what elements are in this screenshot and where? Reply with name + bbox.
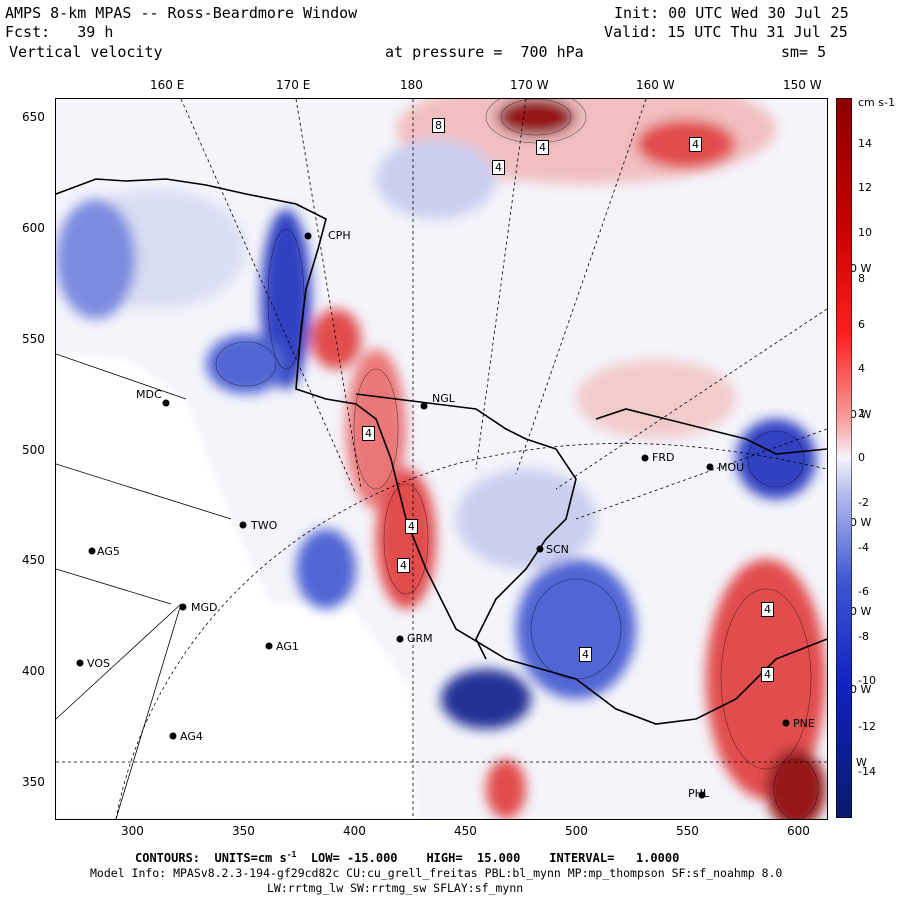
- station-label: MOU: [718, 461, 745, 474]
- x-tick-label: 400: [343, 824, 366, 838]
- units-exp: -1: [286, 850, 297, 859]
- station-label: PHL: [688, 787, 710, 800]
- contour-label: 4: [362, 426, 375, 441]
- colorbar-label: 0: [858, 451, 865, 464]
- pressure-level: at pressure = 700 hPa: [385, 43, 584, 61]
- colorbar-label: -14: [858, 765, 876, 778]
- colorbar-label: 2: [858, 407, 865, 420]
- map-plot: CPH MDC NGL FRD MOU TWO AG5 MGD AG1 VOS …: [55, 98, 828, 820]
- colorbar-label: -10: [858, 674, 876, 687]
- x-tick-label: 500: [565, 824, 588, 838]
- forecast-hour: Fcst: 39 h: [5, 23, 114, 41]
- model-info-2: LW:rrtmg_lw SW:rrtmg_sw SFLAY:sf_mynn: [267, 881, 524, 895]
- colorbar-label: -8: [858, 630, 869, 643]
- station-label: VOS: [87, 657, 110, 670]
- colorbar: [836, 98, 852, 818]
- colorbar-label: 14: [858, 137, 872, 150]
- station-label: AG4: [180, 730, 203, 743]
- contour-label: 4: [397, 558, 410, 573]
- high-value: HIGH= 15.000: [426, 851, 521, 865]
- station-label: PNE: [793, 717, 815, 730]
- colorbar-label: 4: [858, 362, 865, 375]
- contours-label: CONTOURS:: [135, 851, 201, 865]
- colorbar-label: 10: [858, 226, 872, 239]
- lon-tick: 160 W: [636, 78, 675, 92]
- colorbar-label: 6: [858, 318, 865, 331]
- colorbar-units-text: cm s-1: [858, 96, 895, 109]
- y-tick-label: 350: [22, 775, 45, 789]
- station-label: SCN: [546, 543, 569, 556]
- station-label: MGD: [191, 601, 218, 614]
- colorbar-label: -6: [858, 585, 869, 598]
- contour-label: 4: [492, 160, 505, 175]
- station-label: NGL: [432, 392, 455, 405]
- contour-label: 4: [536, 140, 549, 155]
- contour-label: 8: [432, 118, 445, 133]
- lon-tick: 170 E: [276, 78, 311, 92]
- y-tick-label: 550: [22, 332, 45, 346]
- contour-label: 4: [761, 667, 774, 682]
- colorbar-label: 12: [858, 181, 872, 194]
- lon-tick: 150 W: [783, 78, 822, 92]
- station-label: CPH: [328, 229, 351, 242]
- contour-label: 4: [689, 137, 702, 152]
- low-value: LOW= -15.000: [310, 851, 398, 865]
- lon-tick: 170 W: [510, 78, 549, 92]
- units-label: UNITS=cm s: [214, 851, 287, 865]
- model-info: Model Info: MPASv8.2.3-194-gf29cd82c CU:…: [90, 866, 783, 880]
- station-label: MDC: [136, 388, 162, 401]
- x-tick-label: 300: [121, 824, 144, 838]
- colorbar-label: -4: [858, 541, 869, 554]
- y-tick-label: 450: [22, 553, 45, 567]
- lon-tick: 180: [400, 78, 423, 92]
- x-tick-label: 550: [676, 824, 699, 838]
- interval-value: INTERVAL= 1.0000: [549, 851, 680, 865]
- init-time: Init: 00 UTC Wed 30 Jul 25: [614, 4, 849, 22]
- y-tick-label: 400: [22, 664, 45, 678]
- lon-tick: 160 E: [150, 78, 185, 92]
- contour-info: CONTOURS: UNITS=cm s-1 LOW= -15.000 HIGH…: [135, 850, 679, 865]
- colorbar-label: -2: [858, 496, 869, 509]
- colorbar-units: cm s-1: [858, 96, 895, 109]
- side-lon-label: W: [856, 756, 867, 769]
- station-label: GRM: [407, 632, 433, 645]
- x-tick-label: 450: [454, 824, 477, 838]
- plot-title: AMPS 8-km MPAS -- Ross-Beardmore Window: [5, 4, 358, 22]
- smoothing: sm= 5: [781, 43, 827, 61]
- x-tick-label: 350: [232, 824, 255, 838]
- colorbar-label: 8: [858, 272, 865, 285]
- contour-label: 4: [761, 602, 774, 617]
- station-label: TWO: [251, 519, 278, 532]
- colorbar-label: -12: [858, 720, 876, 733]
- station-label: AG5: [97, 545, 120, 558]
- x-tick-label: 600: [787, 824, 810, 838]
- field-name: Vertical velocity: [9, 43, 163, 61]
- station-label: FRD: [652, 451, 675, 464]
- y-tick-label: 500: [22, 443, 45, 457]
- valid-time: Valid: 15 UTC Thu 31 Jul 25: [604, 23, 848, 41]
- y-tick-label: 650: [22, 110, 45, 124]
- station-label: AG1: [276, 640, 299, 653]
- contour-label: 4: [405, 519, 418, 534]
- contour-label: 4: [579, 647, 592, 662]
- map-svg: [56, 99, 827, 819]
- y-tick-label: 600: [22, 221, 45, 235]
